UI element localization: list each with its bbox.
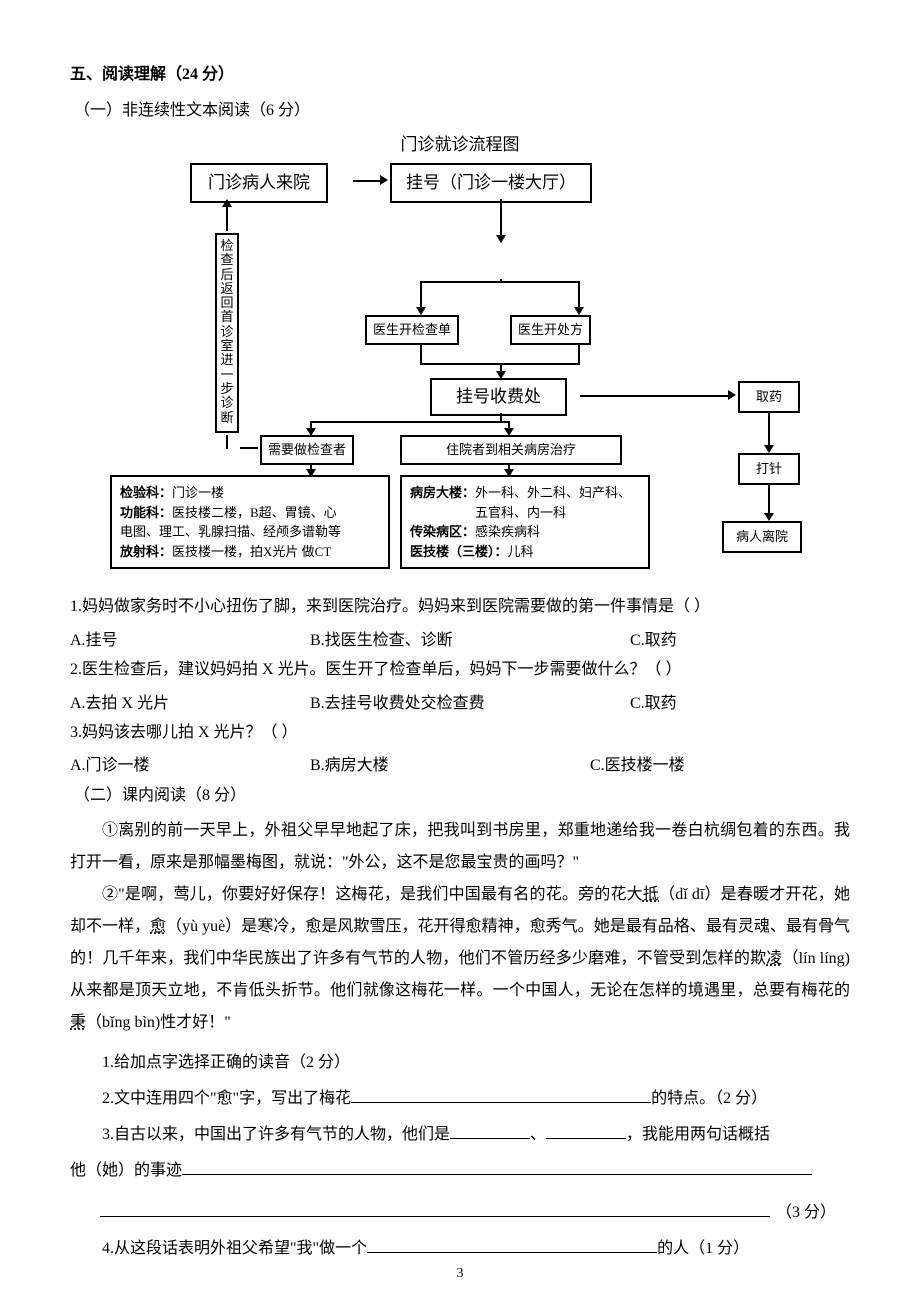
sq3e: （3 分） (776, 1204, 836, 1221)
sq1: 1.给加点字选择正确的读音（2 分） (70, 1047, 850, 1079)
info2-l4a: 医技楼（三楼）： (410, 544, 508, 559)
sq2b: 的特点。（2 分） (651, 1090, 767, 1107)
p2c: （yù yuè）是寒冷，愈是风欺雪压，花开得愈精神，愈秀气。她是最有品格、最有灵… (70, 918, 850, 967)
q3-options: A.门诊一楼 B.病房大楼 C.医技楼一楼 (70, 751, 850, 775)
subsection-1-title: （一）非连续性文本阅读（6 分） (74, 96, 850, 120)
sq3c: ，我能用两句话概括 (626, 1126, 770, 1143)
q2-options: A.去拍 X 光片 B.去挂号收费处交检查费 C.取药 (70, 689, 850, 713)
node-inpatient: 住院者到相关病房治疗 (400, 435, 622, 465)
q3-a: A.门诊一楼 (70, 751, 250, 775)
p2a: ②"是啊，莺儿，你要好好保存！这梅花，是我们中国最有名的花。旁的花大 (102, 886, 643, 903)
q2-c: C.取药 (630, 689, 677, 713)
info2-l3b: 感染疾病科 (475, 524, 540, 539)
q2-b: B.去挂号收费处交检查费 (310, 689, 570, 713)
node-need-check: 需要做检查者 (260, 435, 354, 465)
node-get-med: 取药 (738, 381, 800, 413)
passage-p2: ②"是啊，莺儿，你要好好保存！这梅花，是我们中国最有名的花。旁的花大抵（dǐ d… (70, 879, 850, 1039)
q1-b: B.找医生检查、诊断 (310, 626, 570, 650)
q3-b: B.病房大楼 (310, 751, 530, 775)
sq3-blank4[interactable] (100, 1216, 770, 1217)
info-box-right: 病房大楼：外一科、外二科、妇产科、 五官科、内一科 传染病区：感染疾病科 医技楼… (400, 475, 650, 569)
info1-l1b: 门诊一楼 (172, 485, 224, 500)
node-pay: 挂号收费处 (430, 378, 567, 416)
info1-l2a: 功能科： (120, 505, 172, 520)
p2-bing: 秉 (70, 1014, 86, 1031)
info2-l4b: 儿科 (508, 544, 534, 559)
node-injection: 打针 (738, 453, 800, 485)
q1-options: A.挂号 B.找医生检查、诊断 C.取药 (70, 626, 850, 650)
passage-p1: ①离别的前一天早上，外祖父早早地起了床，把我叫到书房里，郑重地递给我一卷白杭绸包… (70, 815, 850, 879)
q1-a: A.挂号 (70, 626, 250, 650)
sq3-blank2[interactable] (546, 1138, 626, 1139)
page-number: 3 (457, 1266, 464, 1282)
info1-l2b: 医技楼二楼，B超、胃镜、心 (172, 505, 337, 520)
sq3: 3.自古以来，中国出了许多有气节的人物，他们是 、 ，我能用两句话概括 (70, 1119, 850, 1151)
node-register-2: 挂号（门诊一楼大厅） (390, 163, 592, 203)
sq4-blank[interactable] (367, 1252, 657, 1253)
passage: ①离别的前一天早上，外祖父早早地起了床，把我叫到书房里，郑重地递给我一卷白杭绸包… (70, 815, 850, 1039)
subsection-2-title: （二）课内阅读（8 分） (74, 781, 850, 805)
node-return-diagnosis: 检查后返回首诊室进一步诊断 (215, 233, 239, 433)
sq3a: 3.自古以来，中国出了许多有气节的人物，他们是 (102, 1126, 450, 1143)
p2-ling: 凌 (766, 950, 782, 967)
info1-l3: 电图、理工、乳腺扫描、经颅多谱勒等 (120, 522, 380, 542)
sq4b: 的人（1 分） (657, 1240, 749, 1257)
q2-a: A.去拍 X 光片 (70, 689, 250, 713)
node-check-order: 医生开检查单 (365, 315, 459, 345)
node-prescription: 医生开处方 (510, 315, 591, 345)
q3-stem: 3.妈妈该去哪儿拍 X 光片？（ ） (70, 719, 850, 748)
sq2: 2.文中连用四个"愈"字，写出了梅花 的特点。（2 分） (70, 1083, 850, 1115)
info1-l1a: 检验科： (120, 485, 172, 500)
info-box-left: 检验科：门诊一楼 功能科：医技楼二楼，B超、胃镜、心 电图、理工、乳腺扫描、经颅… (110, 475, 390, 569)
info2-l1b: 外一科、外二科、妇产科、 (475, 485, 631, 500)
sq3-line2: 他（她）的事迹 (70, 1155, 850, 1187)
p2-di: 抵 (643, 886, 659, 903)
info1-l4b: 医技楼一楼，拍X光片 做CT (172, 544, 331, 559)
q2-stem: 2.医生检查后，建议妈妈拍 X 光片。医生开了检查单后，妈妈下一步需要做什么？（… (70, 656, 850, 685)
q3-c: C.医技楼一楼 (590, 751, 685, 775)
sq2-blank[interactable] (351, 1102, 651, 1103)
p2e: （bǐng bìn)性才好！" (86, 1014, 231, 1031)
chart-title: 门诊就诊流程图 (70, 130, 850, 155)
info1-l4a: 放射科： (120, 544, 172, 559)
info2-l3a: 传染病区： (410, 524, 475, 539)
sq3-blank1[interactable] (450, 1138, 530, 1139)
sq3-line3: （3 分） (70, 1197, 850, 1229)
info2-l1a: 病房大楼： (410, 485, 475, 500)
section-title: 五、阅读理解（24 分） (70, 60, 850, 84)
q1-stem: 1.妈妈做家务时不小心扭伤了脚，来到医院治疗。妈妈来到医院需要做的第一件事情是（… (70, 593, 850, 622)
sq4: 4.从这段话表明外祖父希望"我"做一个 的人（1 分） (70, 1233, 850, 1265)
sq3b: 、 (530, 1126, 546, 1143)
q1-c: C.取药 (630, 626, 677, 650)
node-leave: 病人离院 (722, 521, 802, 553)
node-patient-arrive: 门诊病人来院 (190, 163, 328, 203)
sq3d: 他（她）的事迹 (70, 1162, 182, 1179)
flowchart: 门诊病人来院 挂号（门诊一楼大厅） 挂号（门诊一楼大厅） 检查后返回首诊室进一步… (80, 163, 840, 583)
sq3-blank3[interactable] (182, 1174, 812, 1175)
sq2a: 2.文中连用四个"愈"字，写出了梅花 (102, 1090, 351, 1107)
p2-yu: 愈 (150, 918, 166, 935)
sq4a: 4.从这段话表明外祖父希望"我"做一个 (102, 1240, 367, 1257)
info2-l2: 五官科、内一科 (410, 503, 640, 523)
